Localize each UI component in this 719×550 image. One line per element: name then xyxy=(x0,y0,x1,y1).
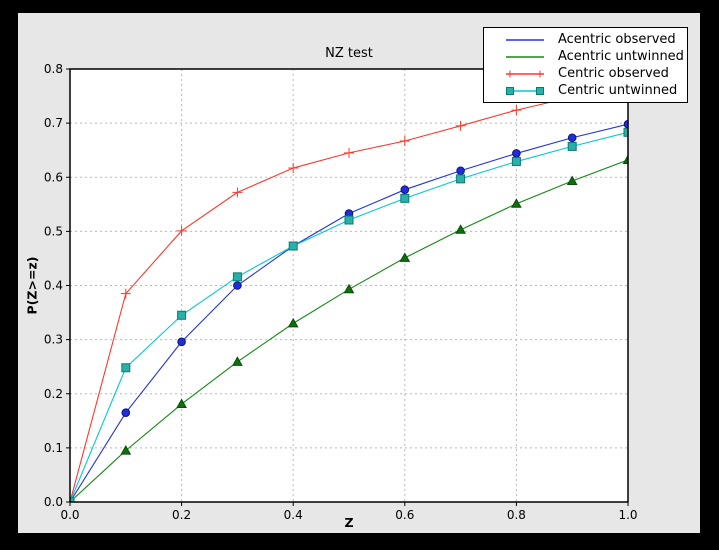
square-marker xyxy=(70,497,75,502)
circle-marker xyxy=(567,133,577,143)
circle-marker xyxy=(623,119,628,129)
triangle-marker xyxy=(176,398,187,409)
square-marker xyxy=(344,215,354,225)
legend-sample xyxy=(506,55,544,58)
x-tick-label: 0.8 xyxy=(507,508,526,522)
chart-title: NZ test xyxy=(325,46,373,61)
legend-label: Centric observed xyxy=(558,66,669,81)
legend-item: Acentric observed xyxy=(503,31,687,48)
triangle-marker xyxy=(455,224,466,234)
square-marker xyxy=(536,86,544,95)
circle-marker xyxy=(456,166,465,176)
legend-label: Acentric untwinned xyxy=(558,49,684,64)
legend-item: Acentric untwinned xyxy=(503,48,687,65)
figure-canvas: 0.0 0.2 0.4 0.6 0.8 1.0 0.0 0.1 0.2 0.3 0.4 0.5 0.6 0… xyxy=(18,13,700,533)
x-axis-label: Z xyxy=(344,515,354,530)
x-tick-label: 0.6 xyxy=(395,508,414,522)
x-tick-label: 0.0 xyxy=(60,508,79,522)
square-marker xyxy=(623,127,628,137)
triangle-marker xyxy=(566,175,578,186)
y-tick-label: 0.6 xyxy=(44,170,63,184)
y-tick-label: 0.1 xyxy=(44,441,63,455)
legend: Acentric observed Acentric untwinned Centr… xyxy=(483,27,688,103)
legend-sample xyxy=(506,86,544,95)
square-marker xyxy=(511,157,521,167)
x-tick-label: 1.0 xyxy=(618,508,637,522)
y-axis-label: P(Z>=z) xyxy=(24,256,40,315)
legend-label: Centric untwinned xyxy=(558,83,678,98)
square-marker xyxy=(567,141,577,151)
square-marker xyxy=(506,86,514,95)
series-centric-untwinned xyxy=(70,127,628,502)
plot-svg: 0.0 0.2 0.4 0.6 0.8 1.0 0.0 0.1 0.2 0.3 0.4 0.5 0.6 0… xyxy=(44,62,638,522)
circle-marker xyxy=(177,337,186,347)
square-marker xyxy=(456,174,466,184)
legend-sample xyxy=(506,38,544,41)
legend-sample xyxy=(506,70,544,77)
square-marker xyxy=(121,363,131,373)
x-tick-label: 0.2 xyxy=(172,508,191,522)
legend-label: Acentric observed xyxy=(558,32,676,47)
circle-marker xyxy=(512,149,521,158)
y-tick-label: 0.4 xyxy=(44,279,63,293)
legend-item: Centric untwinned xyxy=(503,82,687,99)
y-tick-label: 0.7 xyxy=(44,116,63,130)
y-tick-label: 0.3 xyxy=(44,333,63,347)
square-marker xyxy=(177,310,187,320)
triangle-marker xyxy=(232,356,243,366)
y-tick-label: 0.2 xyxy=(44,387,63,401)
x-tick-label: 0.4 xyxy=(284,508,303,522)
series-centric-observed xyxy=(70,80,628,502)
legend-item: Centric observed xyxy=(503,65,687,82)
triangle-marker xyxy=(120,445,132,455)
circle-marker xyxy=(121,408,131,417)
triangle-marker xyxy=(399,252,411,262)
square-marker xyxy=(232,272,242,282)
triangle-marker xyxy=(622,154,628,164)
series-acentric-observed xyxy=(70,119,628,502)
y-tick-label: 0.5 xyxy=(44,224,63,238)
triangle-marker xyxy=(343,283,355,294)
triangle-marker xyxy=(287,317,299,328)
y-tick-label: 0.0 xyxy=(44,495,63,509)
y-tick-label: 0.8 xyxy=(44,62,63,76)
series-acentric-untwinned xyxy=(70,154,628,502)
square-marker xyxy=(400,193,410,203)
square-marker xyxy=(288,241,298,251)
circle-marker xyxy=(400,185,410,194)
circle-marker xyxy=(233,281,242,290)
triangle-marker xyxy=(511,198,522,208)
